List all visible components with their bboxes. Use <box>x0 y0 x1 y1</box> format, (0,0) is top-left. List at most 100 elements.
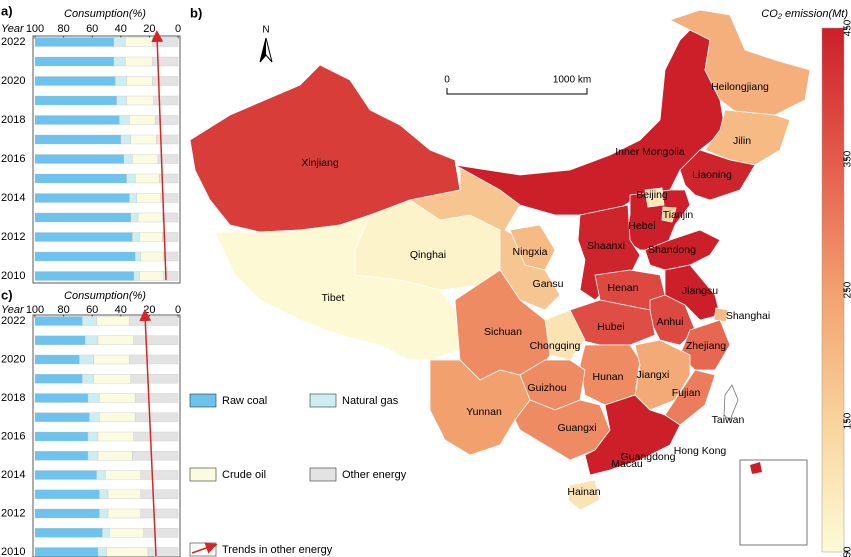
bar-segment <box>139 271 164 281</box>
bar-segment <box>126 173 136 184</box>
bar-segment <box>99 412 136 422</box>
y-tick-label: 2016 <box>1 153 25 165</box>
province <box>214 214 461 361</box>
bar-segment <box>147 547 179 557</box>
bar-segment <box>114 76 127 86</box>
province-label: Tibet <box>322 292 345 304</box>
province-label: Guangdong <box>621 451 676 463</box>
bar-segment <box>102 528 110 538</box>
bar-segment <box>34 134 121 145</box>
panel-label: c) <box>1 287 13 302</box>
y-axis-label: Year <box>1 304 25 316</box>
scale-label: 1000 km <box>553 75 591 86</box>
trend-arrow <box>139 309 157 557</box>
legend-label: Trends in other energy <box>222 544 333 556</box>
colorbar-title: CO₂ emission(Mt) <box>761 8 848 20</box>
colorbar-tick-label: 150 <box>843 412 851 429</box>
bar-segment <box>34 212 131 223</box>
x-tick-label: 20 <box>143 304 155 316</box>
bar-segment <box>34 374 83 384</box>
y-tick-label: 2012 <box>1 507 25 519</box>
bar-segment <box>119 115 130 125</box>
legend-label: Crude oil <box>222 469 266 481</box>
bar-segment <box>34 470 97 480</box>
bar-segment <box>34 251 136 262</box>
bar-segment <box>34 173 127 184</box>
province-label: Shandong <box>648 244 696 256</box>
bar-segment <box>34 528 103 538</box>
province <box>454 19 726 216</box>
y-tick-label: 2010 <box>1 546 25 557</box>
province <box>668 9 811 116</box>
bar-segment <box>152 56 179 67</box>
bar-segment <box>34 76 116 86</box>
province <box>584 394 681 476</box>
province <box>644 229 721 271</box>
bar-segment <box>152 76 179 86</box>
bar-segment <box>133 335 179 345</box>
bar-segment <box>34 335 86 345</box>
north-label: N <box>262 25 269 36</box>
bar-segment <box>156 134 179 145</box>
place-label: Hong Kong <box>674 445 727 457</box>
bar-segment <box>136 193 161 203</box>
bar-segment <box>34 232 133 242</box>
province <box>661 206 677 223</box>
bar-segment <box>116 95 127 106</box>
province-label: Fujian <box>672 387 701 399</box>
bar-segment <box>133 431 179 442</box>
y-tick-label: 2012 <box>1 231 25 243</box>
province-label: Guizhou <box>527 382 566 394</box>
province-label: Xinjiang <box>301 157 339 169</box>
x-tick-label: 100 <box>26 23 44 35</box>
panel-label: a) <box>1 3 13 18</box>
bar-segment <box>139 232 163 242</box>
bar-segment <box>123 154 133 164</box>
province-label: Henan <box>608 282 639 294</box>
x-tick-label: 80 <box>57 304 69 316</box>
bar-segment <box>96 470 106 480</box>
y-axis-label: Year <box>1 23 25 35</box>
bar-segment <box>130 134 157 145</box>
province-label: Ningxia <box>512 246 547 258</box>
y-tick-label: 2014 <box>1 192 25 204</box>
bar-segment <box>34 431 89 442</box>
colorbar-tick-label: 250 <box>843 281 851 298</box>
bar-segment <box>87 393 100 403</box>
bar-segment <box>134 251 141 262</box>
legend-swatch <box>309 393 337 408</box>
province-label: Hubei <box>597 321 624 333</box>
y-tick-label: 2020 <box>1 353 25 365</box>
province-label: Shanghai <box>726 310 770 322</box>
bar-segment <box>152 37 179 47</box>
axis-title: Consumption(%) <box>64 8 146 20</box>
place-label: Macau <box>611 458 643 470</box>
bar-segment <box>162 212 179 223</box>
bar-segment <box>134 173 160 184</box>
bar-segment <box>104 470 141 480</box>
bar-segment <box>93 354 130 365</box>
bar-segment <box>126 95 154 106</box>
province-label: Hebei <box>628 220 655 232</box>
bar-segment <box>132 154 159 164</box>
taiwan-outline <box>723 384 739 421</box>
colorbar-tick-label: 350 <box>843 150 851 167</box>
province <box>713 307 729 323</box>
x-tick-label: 40 <box>115 304 127 316</box>
province-label: Guangxi <box>557 422 596 434</box>
bar-segment <box>89 412 100 422</box>
bar-segment <box>124 56 153 67</box>
inset-shape <box>750 462 762 474</box>
bar-segment <box>140 508 179 519</box>
bar-segment <box>34 393 89 403</box>
province-label: Tianjin <box>663 209 694 221</box>
bar-segment <box>129 193 137 203</box>
bar-segment <box>97 431 134 442</box>
bar-segment <box>96 316 130 326</box>
province-label: Gansu <box>533 278 564 290</box>
bar-segment <box>140 489 179 499</box>
bar-segment <box>99 393 136 403</box>
legend-swatch <box>309 467 337 482</box>
province-label: Sichuan <box>484 326 522 338</box>
axis-title: Consumption(%) <box>64 290 146 302</box>
